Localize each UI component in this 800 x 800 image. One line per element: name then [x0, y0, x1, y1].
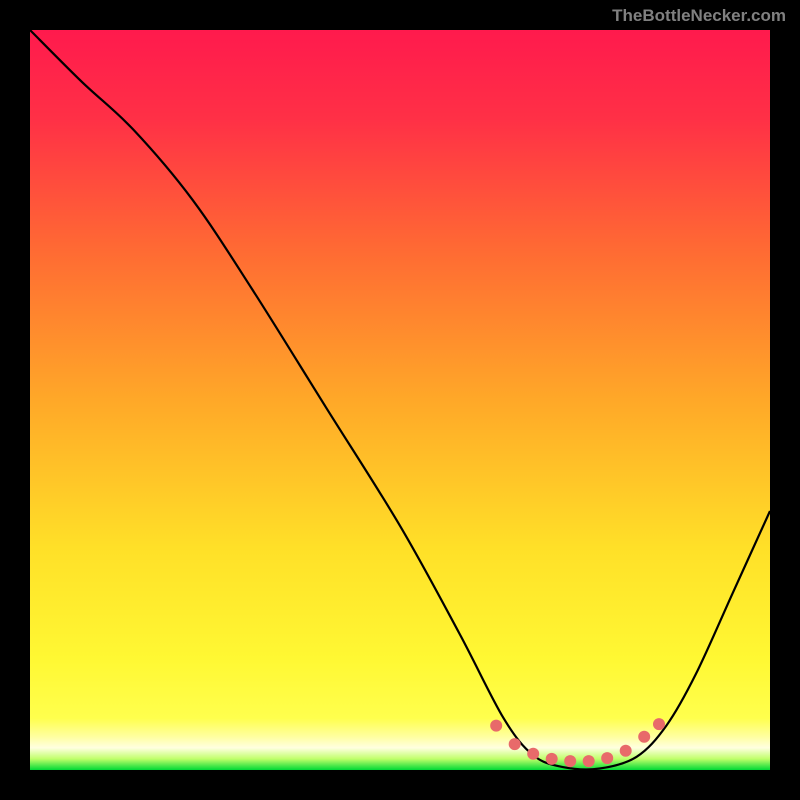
bottleneck-chart	[0, 0, 800, 800]
optimum-marker	[601, 752, 613, 764]
optimum-marker	[527, 748, 539, 760]
plot-background-gradient	[30, 30, 770, 770]
optimum-marker	[509, 738, 521, 750]
optimum-marker	[638, 731, 650, 743]
optimum-marker	[620, 745, 632, 757]
optimum-marker	[546, 753, 558, 765]
optimum-marker	[653, 718, 665, 730]
chart-container: { "meta": { "watermark": "TheBottleNecke…	[0, 0, 800, 800]
optimum-marker	[564, 755, 576, 767]
optimum-marker	[490, 720, 502, 732]
optimum-marker	[583, 755, 595, 767]
